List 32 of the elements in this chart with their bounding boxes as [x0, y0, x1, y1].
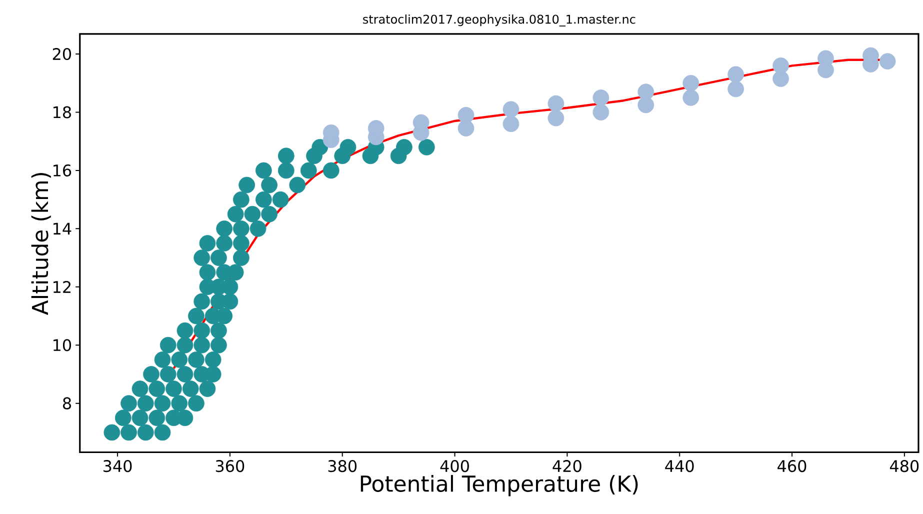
point	[682, 89, 700, 106]
y-tick-label: 12	[54, 280, 70, 293]
point	[592, 104, 610, 120]
point	[502, 116, 520, 132]
point	[458, 106, 474, 124]
x-tick-label: 380	[328, 460, 357, 472]
y-tick-label: 20	[52, 48, 72, 60]
x-tick-label: 400	[440, 460, 469, 472]
point	[682, 74, 700, 92]
point	[548, 95, 564, 112]
point	[728, 80, 744, 98]
point	[728, 66, 744, 83]
x-tick-label: 480	[890, 460, 919, 472]
point	[638, 84, 654, 100]
x-tick-label: 360	[216, 460, 244, 472]
x-tick-label: 460	[778, 460, 806, 472]
x-tick-label: 440	[665, 460, 694, 472]
point	[548, 110, 564, 126]
point	[592, 89, 610, 106]
y-axis-title: Altitude (km)	[31, 172, 51, 315]
y-tick-label: 8	[63, 397, 71, 410]
y-tick-label: 14	[54, 222, 72, 234]
y-tick-label: 10	[54, 339, 72, 352]
y-tick-label: 16	[54, 164, 72, 176]
point	[502, 101, 520, 118]
chart-title: stratoclim2017.geophysika.0810_1.master.nc	[363, 14, 636, 26]
point	[879, 53, 896, 70]
point	[772, 57, 789, 74]
x-tick-label: 420	[552, 460, 582, 472]
x-axis-title: Potential Temperature (K)	[360, 474, 638, 496]
y-tick-label: 18	[54, 106, 71, 118]
x-tick-label: 340	[104, 460, 132, 472]
